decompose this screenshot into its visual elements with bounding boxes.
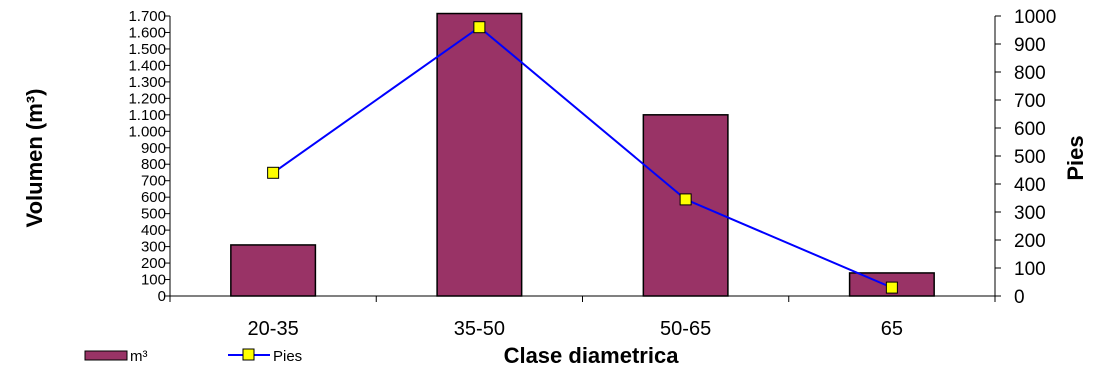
right-tick-label: 700	[1014, 91, 1046, 112]
left-tick-label: 300	[141, 239, 166, 256]
right-axis-title: Pies	[1063, 135, 1088, 180]
legend-marker-pies	[242, 348, 255, 361]
bar-series	[230, 12, 935, 297]
left-axis-title: Volumen (m³)	[22, 89, 47, 228]
left-tick-label: 1.400	[128, 57, 166, 74]
right-tick-label: 200	[1014, 231, 1046, 252]
left-tick-label: 800	[141, 156, 166, 173]
pies-point-65	[885, 281, 898, 294]
right-tick-label: 900	[1014, 35, 1046, 56]
bar-20-35	[230, 244, 317, 297]
pies-point-20-35	[267, 166, 280, 179]
x-tick-label: 35-50	[454, 318, 505, 340]
left-tick-label: 1.000	[128, 123, 166, 140]
x-tick-label: 65	[881, 318, 903, 340]
left-tick-label: 200	[141, 255, 166, 272]
right-axis-ticks: 0 100 200 300 400 500 600 700 800 900 1000	[995, 7, 1056, 308]
category-labels: 20-35 35-50 50-65 65	[169, 296, 996, 340]
x-tick-label: 20-35	[248, 318, 299, 340]
right-tick-label: 800	[1014, 63, 1046, 84]
right-tick-label: 600	[1014, 119, 1046, 140]
bar-50-65	[642, 114, 729, 297]
left-tick-label: 700	[141, 173, 166, 190]
left-axis-ticks: 01002003004005006007008009001.0001.1001.…	[128, 8, 170, 305]
left-tick-label: 1.100	[128, 107, 166, 124]
left-tick-label: 1.600	[128, 24, 166, 41]
left-tick-label: 600	[141, 189, 166, 206]
line-series	[267, 21, 898, 294]
pies-point-35-50	[473, 21, 486, 34]
left-tick-label: 1.200	[128, 90, 166, 107]
right-tick-label: 300	[1014, 203, 1046, 224]
legend: m³ Pies	[84, 348, 302, 365]
left-tick-label: 400	[141, 222, 166, 239]
right-tick-label: 100	[1014, 259, 1046, 280]
left-tick-label: 500	[141, 206, 166, 223]
x-axis-title: Clase diametrica	[504, 343, 680, 368]
right-tick-label: 400	[1014, 175, 1046, 196]
left-tick-label: 1.700	[128, 8, 166, 25]
right-tick-label: 0	[1014, 287, 1025, 308]
pies-line	[272, 25, 893, 289]
legend-swatch-m3	[84, 350, 128, 361]
x-tick-label: 50-65	[660, 318, 711, 340]
left-tick-label: 1.300	[128, 74, 166, 91]
bar-35-50	[436, 12, 523, 297]
left-tick-label: 100	[141, 272, 166, 289]
left-tick-label: 1.500	[128, 41, 166, 58]
left-tick-label: 0	[158, 288, 166, 305]
legend-label-pies: Pies	[273, 348, 302, 365]
left-tick-label: 900	[141, 140, 166, 157]
legend-label-m3: m³	[130, 348, 148, 365]
pies-point-50-65	[679, 193, 692, 206]
right-tick-label: 500	[1014, 147, 1046, 168]
right-tick-label: 1000	[1014, 7, 1056, 28]
